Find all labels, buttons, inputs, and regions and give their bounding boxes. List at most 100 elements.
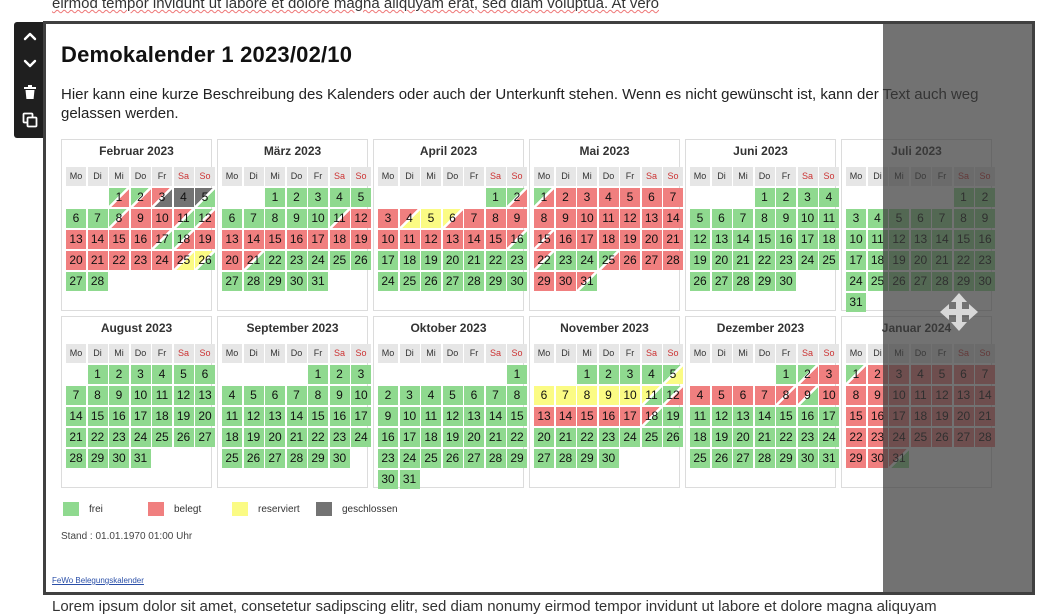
day-cell[interactable]: 29 [846, 449, 866, 468]
day-cell[interactable]: 20 [265, 428, 285, 447]
day-cell[interactable]: 16 [867, 407, 888, 426]
day-cell[interactable]: 20 [534, 428, 554, 447]
day-cell[interactable]: 1 [754, 188, 775, 207]
day-cell[interactable]: 11 [641, 386, 662, 405]
day-cell[interactable]: 19 [690, 251, 710, 270]
day-cell[interactable]: 13 [711, 230, 732, 249]
day-cell[interactable]: 12 [173, 386, 194, 405]
day-cell[interactable]: 12 [243, 407, 264, 426]
day-cell[interactable]: 3 [130, 365, 151, 384]
day-cell[interactable]: 15 [265, 230, 285, 249]
day-cell[interactable]: 22 [265, 251, 285, 270]
day-cell[interactable]: 17 [577, 230, 597, 249]
day-cell[interactable]: 21 [243, 251, 264, 270]
day-cell[interactable]: 13 [733, 407, 753, 426]
day-cell[interactable]: 10 [130, 386, 151, 405]
day-cell[interactable]: 6 [733, 386, 753, 405]
day-cell[interactable]: 27 [534, 449, 554, 468]
day-cell[interactable]: 24 [351, 428, 371, 447]
day-cell[interactable]: 25 [819, 251, 839, 270]
day-cell[interactable]: 3 [577, 188, 597, 207]
day-cell[interactable]: 24 [620, 428, 640, 447]
day-cell[interactable]: 17 [819, 407, 839, 426]
day-cell[interactable]: 18 [173, 230, 194, 249]
day-cell[interactable]: 14 [464, 230, 484, 249]
day-cell[interactable]: 7 [286, 386, 307, 405]
day-cell[interactable]: 29 [577, 449, 597, 468]
day-cell[interactable]: 1 [308, 365, 328, 384]
day-cell[interactable]: 28 [286, 449, 307, 468]
day-cell[interactable]: 20 [222, 251, 242, 270]
day-cell[interactable]: 16 [555, 230, 576, 249]
day-cell[interactable]: 17 [152, 230, 172, 249]
day-cell[interactable]: 4 [173, 188, 194, 207]
day-cell[interactable]: 7 [555, 386, 576, 405]
day-cell[interactable]: 31 [846, 293, 866, 312]
day-cell[interactable]: 5 [421, 209, 441, 228]
day-cell[interactable]: 30 [776, 272, 796, 291]
day-cell[interactable]: 6 [442, 209, 463, 228]
day-cell[interactable]: 22 [754, 251, 775, 270]
day-cell[interactable]: 20 [464, 428, 484, 447]
day-cell[interactable]: 8 [265, 209, 285, 228]
day-cell[interactable]: 1 [507, 365, 527, 384]
day-cell[interactable]: 13 [195, 386, 215, 405]
day-cell[interactable]: 11 [173, 209, 194, 228]
day-cell[interactable]: 9 [507, 209, 527, 228]
day-cell[interactable]: 6 [534, 386, 554, 405]
day-cell[interactable]: 11 [222, 407, 242, 426]
day-cell[interactable]: 7 [485, 386, 506, 405]
day-cell[interactable]: 6 [265, 386, 285, 405]
day-cell[interactable]: 1 [265, 188, 285, 207]
day-cell[interactable]: 9 [286, 209, 307, 228]
day-cell[interactable]: 24 [846, 272, 866, 291]
day-cell[interactable]: 30 [555, 272, 576, 291]
day-cell[interactable]: 21 [485, 428, 506, 447]
day-cell[interactable]: 7 [663, 188, 683, 207]
day-cell[interactable]: 7 [733, 209, 753, 228]
day-cell[interactable]: 20 [641, 230, 662, 249]
day-cell[interactable]: 5 [243, 386, 264, 405]
day-cell[interactable]: 14 [66, 407, 86, 426]
day-cell[interactable]: 22 [87, 428, 108, 447]
day-cell[interactable]: 10 [399, 407, 420, 426]
day-cell[interactable]: 12 [442, 407, 463, 426]
day-cell[interactable]: 8 [109, 209, 129, 228]
day-cell[interactable]: 25 [690, 449, 710, 468]
day-cell[interactable]: 27 [442, 272, 463, 291]
day-cell[interactable]: 4 [222, 386, 242, 405]
day-cell[interactable]: 19 [711, 428, 732, 447]
day-cell[interactable]: 15 [754, 230, 775, 249]
day-cell[interactable]: 23 [329, 428, 350, 447]
day-cell[interactable]: 23 [286, 251, 307, 270]
day-cell[interactable]: 24 [152, 251, 172, 270]
day-cell[interactable]: 16 [109, 407, 129, 426]
day-cell[interactable]: 10 [620, 386, 640, 405]
day-cell[interactable]: 3 [378, 209, 398, 228]
day-cell[interactable]: 15 [507, 407, 527, 426]
day-cell[interactable]: 27 [711, 272, 732, 291]
day-cell[interactable]: 4 [421, 386, 441, 405]
day-cell[interactable]: 30 [797, 449, 818, 468]
day-cell[interactable]: 28 [663, 251, 683, 270]
duplicate-button[interactable] [14, 106, 46, 134]
day-cell[interactable]: 7 [464, 209, 484, 228]
day-cell[interactable]: 11 [867, 230, 888, 249]
day-cell[interactable]: 19 [351, 230, 371, 249]
day-cell[interactable]: 10 [819, 386, 839, 405]
day-cell[interactable]: 9 [109, 386, 129, 405]
day-cell[interactable]: 23 [867, 428, 888, 447]
day-cell[interactable]: 24 [378, 272, 398, 291]
day-cell[interactable]: 15 [485, 230, 506, 249]
day-cell[interactable]: 2 [797, 365, 818, 384]
day-cell[interactable]: 8 [846, 386, 866, 405]
day-cell[interactable]: 31 [399, 470, 420, 489]
day-cell[interactable]: 20 [442, 251, 463, 270]
day-cell[interactable]: 7 [87, 209, 108, 228]
day-cell[interactable]: 4 [399, 209, 420, 228]
day-cell[interactable]: 11 [399, 230, 420, 249]
day-cell[interactable]: 10 [846, 230, 866, 249]
day-cell[interactable]: 12 [711, 407, 732, 426]
day-cell[interactable]: 23 [555, 251, 576, 270]
day-cell[interactable]: 30 [286, 272, 307, 291]
